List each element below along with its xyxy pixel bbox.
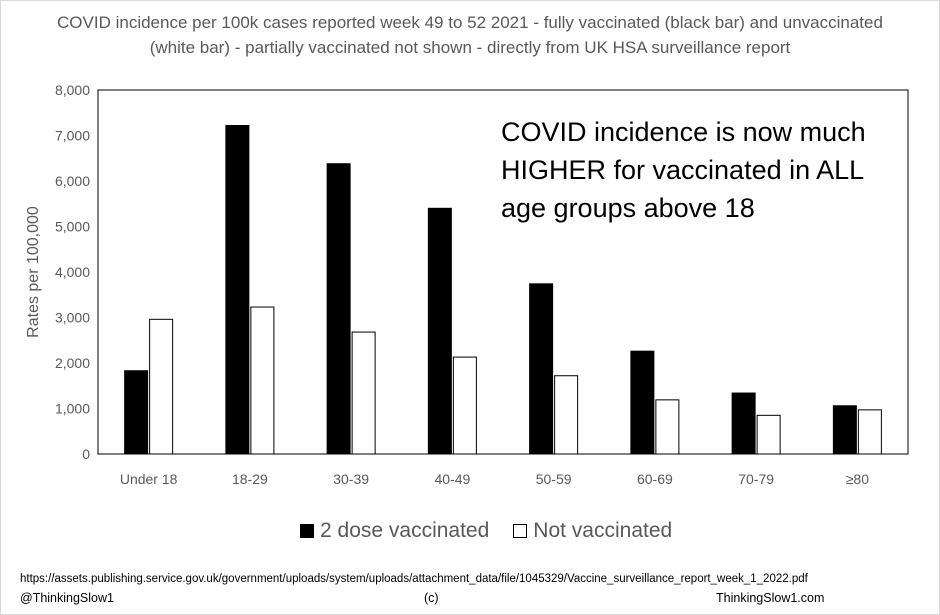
y-tick-label: 0 (82, 446, 90, 462)
bar-not-vaccinated (452, 356, 477, 455)
x-tick-label: 70-79 (738, 471, 774, 487)
bar-not-vaccinated (857, 409, 882, 455)
y-tick-label: 3,000 (55, 310, 90, 326)
y-tick-label: 4,000 (55, 264, 90, 280)
x-tick-label: 60-69 (637, 471, 673, 487)
bar-vaccinated (427, 207, 452, 455)
y-axis-label: Rates per 100,000 (25, 206, 42, 338)
y-tick-label: 7,000 (55, 128, 90, 144)
bar-not-vaccinated (351, 331, 376, 455)
x-tick-label: Under 18 (120, 471, 178, 487)
legend-swatch-not-vaccinated (513, 524, 528, 538)
bar-vaccinated (326, 163, 351, 455)
bar-vaccinated (225, 124, 250, 455)
chart-legend: 2 dose vaccinated Not vaccinated (300, 516, 696, 546)
bar-not-vaccinated (554, 375, 579, 455)
y-tick-label: 5,000 (55, 219, 90, 235)
author-website: ThinkingSlow1.com (716, 591, 825, 605)
chart-title: COVID incidence per 100k cases reported … (57, 13, 883, 57)
legend-swatch-vaccinated (300, 524, 314, 538)
x-tick-label: ≥80 (846, 471, 869, 487)
legend-item-not-vaccinated: Not vaccinated (513, 519, 672, 543)
x-tick-label: 18-29 (232, 471, 268, 487)
bar-vaccinated (832, 405, 857, 455)
y-tick-label: 1,000 (55, 401, 90, 417)
bar-not-vaccinated (655, 399, 680, 455)
bar-vaccinated (124, 370, 149, 455)
y-tick-label: 2,000 (55, 355, 90, 371)
source-url: https://assets.publishing.service.gov.uk… (20, 573, 808, 585)
legend-label-not-vaccinated: Not vaccinated (533, 519, 673, 542)
bar-vaccinated (630, 350, 655, 455)
legend-item-vaccinated: 2 dose vaccinated (300, 519, 489, 543)
y-tick-label: 6,000 (55, 173, 90, 189)
x-tick-label: 50-59 (536, 471, 572, 487)
x-tick-label: 30-39 (333, 471, 369, 487)
legend-label-vaccinated: 2 dose vaccinated (320, 519, 490, 542)
bar-vaccinated (731, 392, 756, 455)
bar-not-vaccinated (149, 318, 174, 455)
x-tick-label: 40-49 (434, 471, 470, 487)
y-tick-label: 8,000 (55, 82, 90, 98)
plot-area (97, 89, 909, 455)
copyright-mark: (c) (424, 591, 439, 605)
bar-not-vaccinated (250, 306, 275, 455)
author-handle: @ThinkingSlow1 (20, 591, 114, 605)
bar-vaccinated (529, 283, 554, 455)
chart-annotation: COVID incidence is now much HIGHER for v… (501, 117, 866, 223)
bar-not-vaccinated (756, 414, 781, 455)
